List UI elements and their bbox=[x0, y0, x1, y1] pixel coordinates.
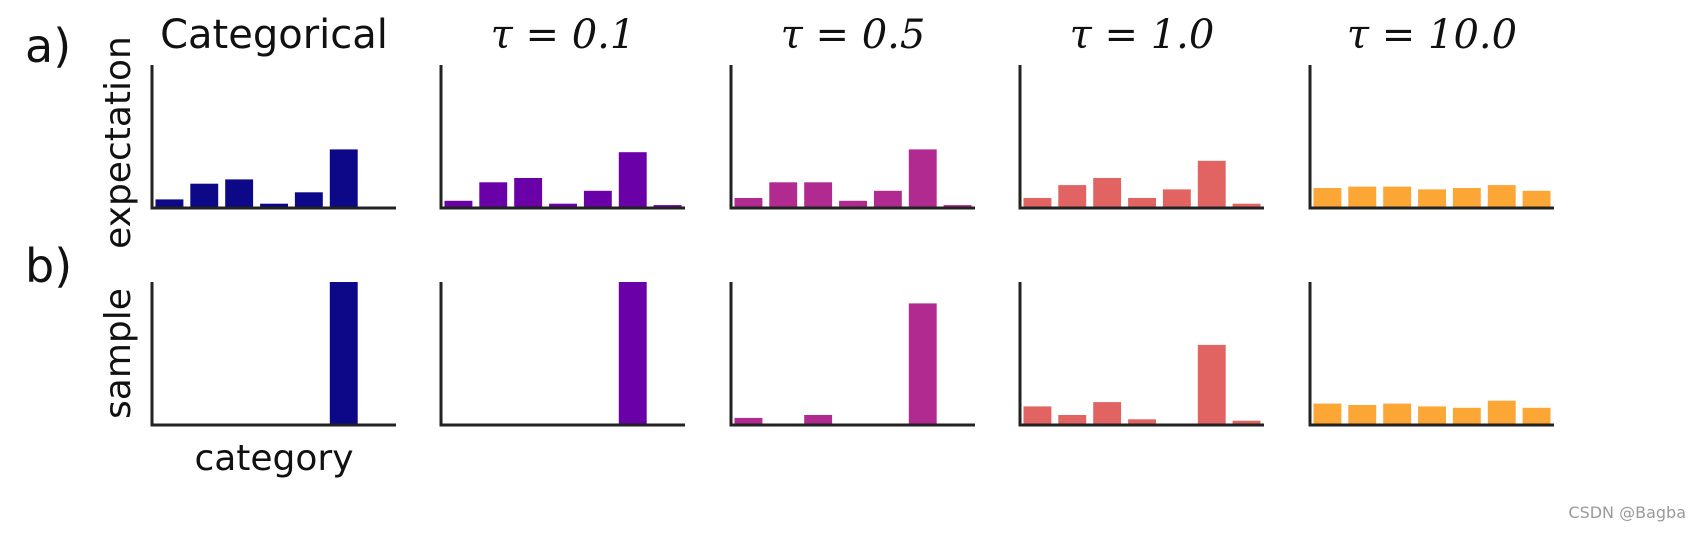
bar-r1-p4-c2 bbox=[1058, 185, 1087, 208]
bar-r1-p2-c4 bbox=[549, 203, 577, 208]
bar-r2-p3-c1 bbox=[734, 417, 763, 426]
panel-title-1: Categorical bbox=[160, 12, 388, 58]
panel-title-2: τ = 0.1 bbox=[491, 12, 636, 58]
bar-r2-p1-c6 bbox=[329, 282, 358, 425]
bar-r2-p3-c3 bbox=[804, 415, 833, 425]
bar-r1-p5-c3 bbox=[1383, 186, 1412, 208]
bar-r1-p5-c6 bbox=[1487, 185, 1516, 208]
bar-r1-p2-c6 bbox=[618, 152, 647, 208]
bar-r2-p5-c3 bbox=[1383, 403, 1412, 425]
bar-r1-p1-c4 bbox=[260, 203, 288, 208]
bar-r1-p2-c1 bbox=[444, 200, 473, 208]
row-tag-a: a) bbox=[25, 19, 71, 73]
panel-title-5: τ = 10.0 bbox=[1347, 12, 1517, 58]
bar-r1-p1-c5 bbox=[294, 192, 323, 208]
bar-r1-p2-c2 bbox=[479, 182, 508, 208]
bar-r2-p4-c4 bbox=[1128, 419, 1156, 425]
bar-r1-p5-c5 bbox=[1452, 188, 1481, 208]
bar-r2-p5-c5 bbox=[1452, 407, 1481, 425]
bar-r1-p5-c1 bbox=[1313, 188, 1342, 208]
bar-r1-p2-c5 bbox=[583, 190, 612, 208]
watermark: CSDN @Bagba bbox=[1568, 503, 1686, 522]
bar-r1-p3-c3 bbox=[804, 182, 833, 208]
bar-r1-p3-c2 bbox=[769, 182, 798, 208]
bar-r1-p4-c7 bbox=[1232, 203, 1261, 208]
bar-r1-p4-c1 bbox=[1023, 198, 1052, 208]
bar-r2-p3-c6 bbox=[908, 303, 937, 425]
bar-r1-p1-c2 bbox=[190, 183, 219, 208]
bar-r1-p1-c1 bbox=[155, 199, 184, 208]
bar-r2-p2-c6 bbox=[618, 282, 647, 425]
panel-title-4: τ = 1.0 bbox=[1070, 12, 1215, 58]
bar-r1-p3-c1 bbox=[734, 198, 763, 208]
bar-r1-p5-c4 bbox=[1418, 189, 1446, 208]
bar-r2-p4-c1 bbox=[1023, 406, 1052, 425]
row-tag-b: b) bbox=[25, 239, 72, 293]
bar-r1-p4-c4 bbox=[1128, 198, 1156, 208]
bar-r1-p3-c6 bbox=[908, 149, 937, 208]
bar-r2-p5-c2 bbox=[1348, 405, 1377, 425]
bar-r1-p4-c6 bbox=[1197, 160, 1226, 208]
bar-r1-p4-c3 bbox=[1093, 178, 1122, 208]
panel-grid: Categorical τ = 0.1 τ = 0.5 τ = 1.0 τ = 10.0… bbox=[98, 12, 1554, 479]
bar-r2-p4-c7 bbox=[1232, 420, 1261, 425]
bar-r2-p5-c7 bbox=[1522, 407, 1551, 425]
bar-r1-p5-c7 bbox=[1522, 190, 1551, 208]
bar-r1-p3-c4 bbox=[839, 200, 867, 208]
bar-r1-p5-c2 bbox=[1348, 186, 1377, 208]
bar-r2-p5-c4 bbox=[1418, 406, 1446, 425]
bar-r2-p4-c6 bbox=[1197, 344, 1226, 425]
ylabel-row-2: sample bbox=[98, 288, 139, 419]
xlabel: category bbox=[194, 438, 353, 479]
bar-r1-p4-c5 bbox=[1162, 189, 1191, 208]
bar-r2-p4-c3 bbox=[1093, 402, 1122, 425]
bar-r1-p1-c6 bbox=[329, 149, 358, 208]
panel-title-3: τ = 0.5 bbox=[781, 12, 926, 58]
bar-r2-p5-c1 bbox=[1313, 403, 1342, 425]
bar-r1-p1-c3 bbox=[225, 179, 254, 208]
bar-r1-p2-c3 bbox=[514, 178, 543, 208]
bar-r2-p5-c6 bbox=[1487, 400, 1516, 425]
ylabel-row-1: expectation bbox=[98, 36, 139, 249]
bar-r1-p3-c5 bbox=[873, 190, 902, 208]
bar-r2-p4-c2 bbox=[1058, 415, 1087, 425]
